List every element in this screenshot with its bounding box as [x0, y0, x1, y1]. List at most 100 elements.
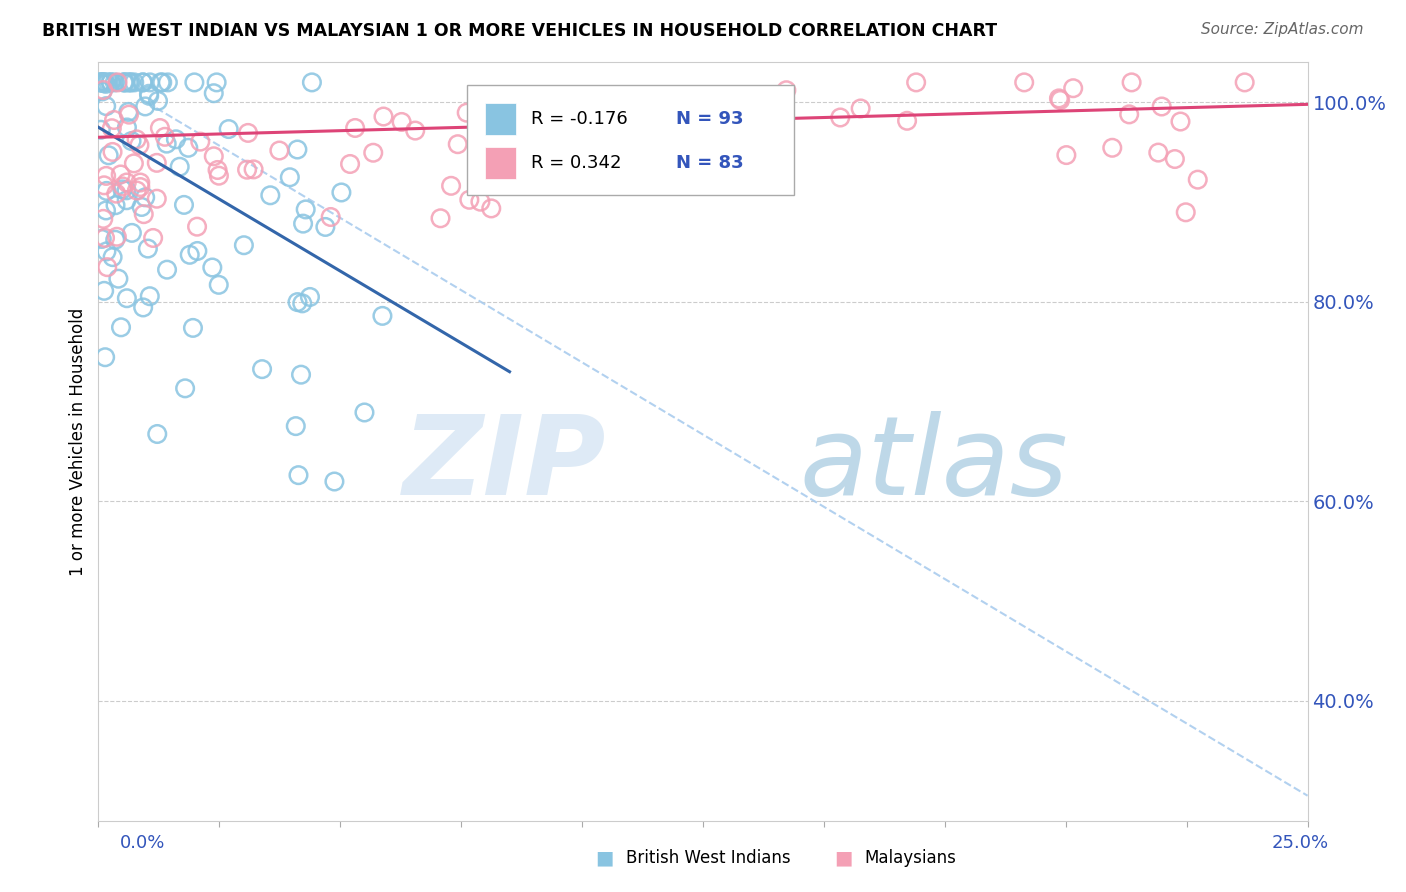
Point: [301, 75, 323, 89]
Point: [849, 102, 872, 116]
Point: [470, 194, 492, 209]
Point: [131, 200, 153, 214]
Point: [208, 277, 231, 292]
Point: [173, 198, 195, 212]
Point: [105, 186, 128, 201]
Point: [93, 75, 115, 89]
Text: BRITISH WEST INDIAN VS MALAYSIAN 1 OR MORE VEHICLES IN HOUSEHOLD CORRELATION CHA: BRITISH WEST INDIAN VS MALAYSIAN 1 OR MO…: [42, 22, 997, 40]
Point: [232, 238, 254, 252]
Point: [139, 289, 162, 303]
Point: [202, 87, 225, 101]
Y-axis label: 1 or more Vehicles in Household: 1 or more Vehicles in Household: [69, 308, 87, 575]
Point: [149, 75, 172, 89]
Point: [489, 153, 512, 167]
Point: [153, 129, 176, 144]
Point: [131, 75, 153, 89]
Point: [896, 113, 918, 128]
Point: [458, 193, 481, 207]
Text: Malaysians: Malaysians: [865, 849, 956, 867]
FancyBboxPatch shape: [485, 147, 516, 179]
Point: [114, 75, 136, 89]
Point: [125, 132, 148, 146]
Point: [202, 149, 225, 163]
Text: 25.0%: 25.0%: [1271, 834, 1329, 852]
Point: [391, 115, 413, 129]
Point: [339, 157, 361, 171]
Point: [186, 244, 208, 258]
Point: [1174, 205, 1197, 219]
Point: [138, 87, 160, 101]
Point: [122, 75, 145, 89]
Point: [129, 176, 152, 190]
Point: [569, 168, 592, 182]
Point: [90, 122, 112, 136]
Point: [207, 163, 229, 178]
Point: [146, 94, 169, 108]
Point: [94, 350, 117, 364]
Point: [96, 244, 118, 259]
Point: [647, 128, 669, 143]
Point: [90, 232, 112, 246]
Point: [1233, 75, 1256, 89]
Point: [120, 75, 142, 89]
Point: [93, 75, 115, 89]
Point: [284, 419, 307, 434]
Point: [1164, 152, 1187, 166]
Point: [156, 136, 179, 151]
Point: [1012, 75, 1035, 89]
Point: [115, 176, 138, 190]
Point: [1101, 141, 1123, 155]
Point: [91, 83, 114, 97]
Point: [138, 88, 160, 103]
Point: [404, 123, 426, 137]
Point: [117, 75, 139, 89]
Point: [205, 75, 228, 89]
Point: [169, 160, 191, 174]
Point: [298, 290, 321, 304]
Point: [1049, 93, 1071, 107]
Point: [94, 75, 117, 89]
Point: [319, 210, 342, 224]
Text: British West Indians: British West Indians: [626, 849, 790, 867]
Point: [118, 75, 141, 89]
Point: [373, 110, 395, 124]
Point: [103, 113, 125, 128]
Point: [132, 75, 155, 89]
Point: [1187, 172, 1209, 186]
Point: [91, 84, 114, 98]
Point: [107, 75, 129, 89]
Point: [104, 75, 127, 89]
Point: [146, 156, 169, 170]
Point: [115, 193, 138, 207]
Point: [294, 202, 316, 217]
Point: [681, 166, 703, 180]
Point: [104, 198, 127, 212]
Point: [100, 75, 122, 89]
Point: [287, 468, 309, 483]
Point: [117, 104, 139, 119]
Point: [181, 321, 204, 335]
Point: [236, 126, 259, 140]
Point: [1118, 107, 1140, 121]
Point: [105, 229, 128, 244]
Point: [371, 309, 394, 323]
FancyBboxPatch shape: [485, 103, 516, 136]
Point: [128, 138, 150, 153]
Point: [91, 75, 114, 89]
Point: [242, 162, 264, 177]
Point: [96, 99, 118, 113]
Point: [269, 144, 291, 158]
Point: [201, 260, 224, 275]
Point: [132, 301, 155, 315]
Point: [1147, 145, 1170, 160]
Point: [188, 135, 211, 149]
Point: [104, 233, 127, 247]
Point: [353, 405, 375, 419]
Point: [1047, 91, 1070, 105]
Point: [218, 122, 240, 136]
Point: [208, 169, 231, 183]
Point: [1054, 148, 1077, 162]
Point: [361, 145, 384, 160]
Point: [129, 180, 152, 194]
Point: [146, 192, 169, 206]
